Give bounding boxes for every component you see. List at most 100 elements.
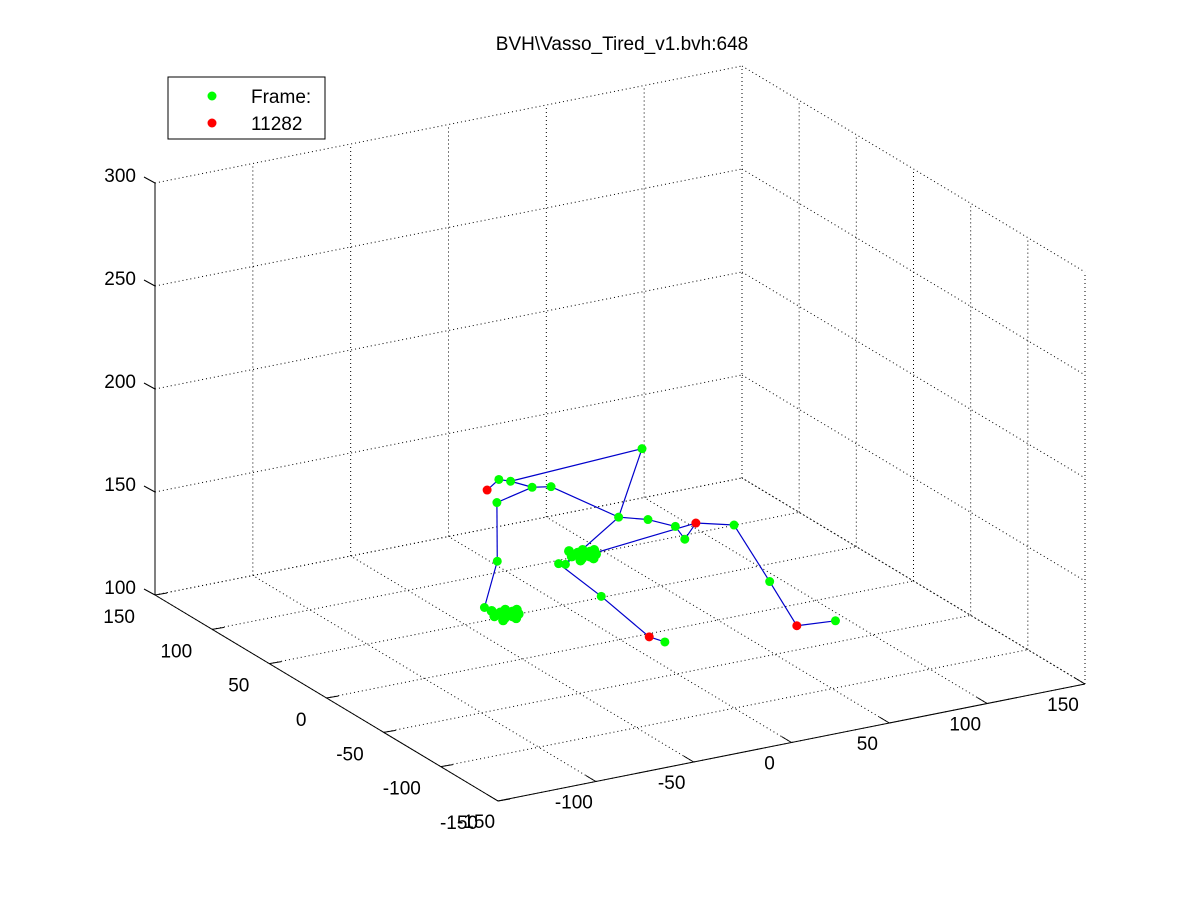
x-tick (683, 755, 694, 763)
end-effector-point (792, 621, 802, 631)
floor-gridline-x (252, 575, 597, 782)
legend-marker-frame (207, 91, 217, 101)
y-tick (497, 798, 511, 802)
x-tick-label: -100 (555, 793, 593, 814)
x-tick-label: -50 (658, 773, 685, 794)
z-tick-label: 100 (104, 578, 136, 599)
joint-point (479, 603, 489, 612)
y-tick (212, 626, 225, 630)
z-tick-label: 200 (104, 372, 136, 393)
legend-label-frame: Frame: (251, 87, 311, 108)
joint-point (494, 474, 504, 484)
joint-point (670, 521, 680, 531)
joint-point (492, 498, 502, 508)
legend-label-number: 11282 (251, 114, 302, 135)
x-tick (879, 716, 890, 724)
skeleton-bone (733, 524, 771, 582)
legend[interactable]: Frame: 11282 (167, 76, 326, 140)
floor-gridline-x (350, 555, 694, 763)
x-tick-label: 50 (857, 734, 878, 755)
floor-gridline-x (448, 536, 792, 743)
chart-title: BVH\Vasso_Tired_v1.bvh:648 (496, 34, 748, 55)
floor-gridline-x (546, 516, 890, 724)
axes: -150 -100 -50 0 50 100 150 -150 -100 -50 0 50 100 150… (103, 166, 1086, 834)
x-tick-label: -150 (457, 812, 495, 833)
foot-cluster-point (500, 604, 511, 615)
skeleton-joints (479, 444, 840, 647)
skeleton-bone (510, 448, 643, 482)
foot-cluster-point (589, 544, 600, 555)
joint-point (729, 520, 739, 530)
floor-gridline-x (643, 497, 988, 704)
z-tick (143, 588, 156, 596)
joint-point (546, 482, 556, 492)
side-wall-gridline-z (741, 374, 1086, 582)
y-tick-label: 50 (228, 676, 249, 697)
x-tick (487, 794, 499, 802)
skeleton-bone (483, 561, 498, 608)
joint-point (660, 637, 670, 647)
joint-point (614, 512, 624, 522)
z-tick (143, 485, 156, 493)
y-tick (440, 764, 453, 768)
y-tick (326, 695, 339, 699)
x-tick (1074, 677, 1086, 685)
foot-cluster-point (511, 604, 522, 615)
joint-point (830, 616, 840, 626)
y-tick-label: -100 (383, 779, 421, 800)
x-tick-label: 0 (764, 754, 775, 775)
skeleton-bone (647, 518, 676, 528)
y-tick-label: -150 (440, 813, 478, 834)
legend-marker-number (207, 118, 217, 128)
skeleton-bone (558, 563, 602, 597)
end-effector-point (644, 632, 654, 642)
y-tick-label: 100 (160, 641, 192, 662)
side-wall-gridline-z (741, 271, 1086, 479)
end-effector-point (691, 518, 701, 528)
z-tick (143, 382, 156, 390)
side-wall-gridline-z (741, 168, 1086, 376)
joint-point (680, 534, 690, 544)
side-wall-gridline-z (741, 65, 1086, 273)
joint-point (527, 482, 537, 492)
x-tick (976, 697, 988, 704)
joint-point (506, 476, 516, 486)
side-wall-gridline-z (741, 477, 1086, 685)
y-tick (383, 729, 396, 733)
joint-point (637, 444, 647, 454)
end-effector-point (482, 485, 492, 495)
skeleton-bone (550, 486, 619, 518)
foot-cluster-point (511, 613, 522, 624)
z-tick (143, 279, 156, 287)
skeleton-bone (618, 448, 643, 518)
z-tick (143, 176, 156, 184)
y-tick-label: 0 (296, 710, 307, 731)
x-tick-label: 100 (949, 715, 981, 736)
foot-cluster-point (486, 605, 497, 616)
joint-point (643, 515, 653, 525)
joint-point (554, 559, 564, 569)
skeleton-bone (695, 522, 735, 526)
z-tick-label: 150 (104, 475, 136, 496)
joint-point (560, 559, 570, 569)
y-tick (154, 592, 168, 596)
z-tick-label: 250 (104, 269, 136, 290)
foot-cluster-point (577, 544, 588, 555)
joint-point (765, 577, 775, 587)
x-tick (585, 775, 597, 782)
joint-point (596, 591, 606, 601)
z-tick-label: 300 (104, 166, 136, 187)
foot-cluster-point (588, 553, 599, 564)
x-tick (781, 736, 792, 743)
skeleton-bone (618, 516, 649, 521)
joint-point (492, 556, 502, 566)
skeleton-bone (796, 620, 836, 627)
legend-box (167, 76, 326, 140)
skeleton-bone (600, 595, 650, 638)
skeleton-bone (769, 581, 798, 627)
y-tick-label: -50 (336, 744, 363, 765)
skeleton-bone (496, 486, 533, 504)
y-tick (269, 661, 282, 665)
